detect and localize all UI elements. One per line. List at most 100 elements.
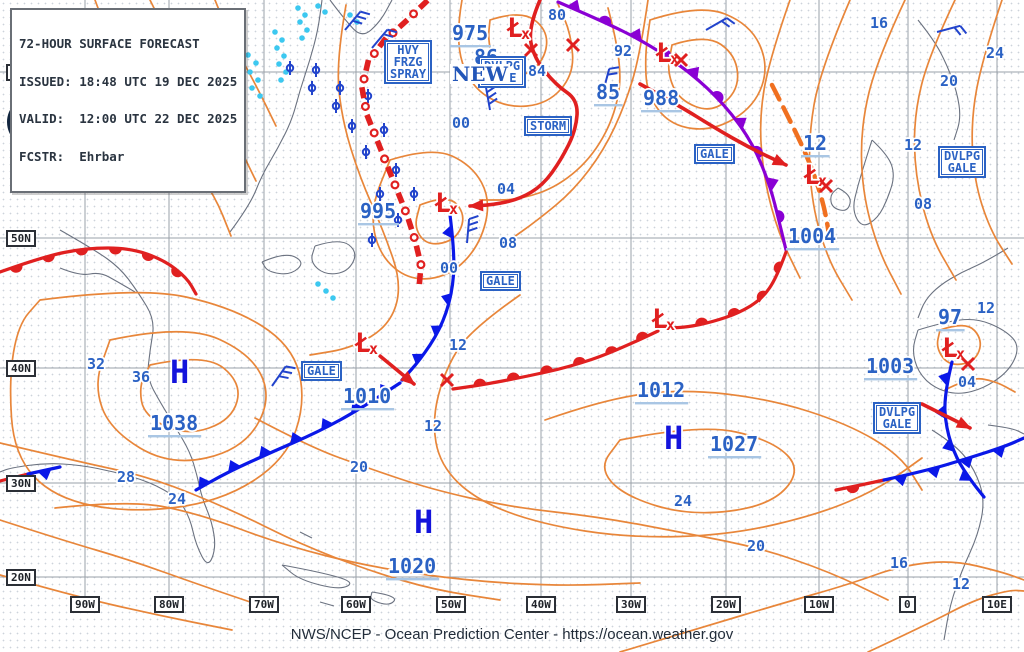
pressure-underline: [801, 155, 830, 158]
lon-label: 10W: [804, 596, 834, 613]
isobar: [867, 589, 1024, 652]
ice-edge-dot: [274, 45, 280, 51]
ice-edge-dot: [245, 52, 251, 58]
ice-edge-dot: [272, 29, 278, 35]
pressure-underline: [635, 402, 689, 405]
pressure-value-label: 1003: [866, 354, 914, 378]
cold-front-marker: [259, 445, 272, 458]
isobar: [667, 38, 739, 110]
isobar: [54, 502, 641, 586]
coastline: [830, 187, 851, 211]
pressure-value-label: 1027: [710, 432, 758, 456]
pressure-underline: [936, 329, 965, 332]
isobar: [9, 291, 303, 511]
low-symbol: Ł: [434, 188, 451, 219]
wind-barb-icon: [602, 66, 620, 93]
frz-spray-icon: [409, 187, 419, 201]
cold-front: [194, 381, 402, 492]
warm-front-marker: [507, 372, 520, 381]
isobar: [544, 390, 923, 491]
ice-edge-dot: [276, 61, 282, 67]
isobar: [913, 0, 957, 281]
x-position-marker: [565, 37, 581, 53]
coastline: [0, 229, 216, 564]
cold-front-marker: [958, 469, 972, 481]
warning-box: DVLPG GALE: [938, 146, 987, 178]
x-position-marker: [673, 52, 689, 68]
warm-front-marker: [171, 266, 183, 278]
cold-front-marker: [351, 401, 364, 414]
ice-edge-dot: [302, 12, 308, 18]
x-position-marker: [439, 372, 455, 388]
warm-front-marker: [41, 254, 55, 263]
lat-label: 50N: [6, 230, 36, 247]
frz-spray-icon: [391, 163, 401, 177]
coastline: [987, 424, 1024, 435]
pressure-underline: [358, 223, 399, 226]
pressure-value-label: 97: [938, 305, 962, 329]
warm-front-marker: [573, 356, 586, 366]
wind-barb-icon: [344, 10, 371, 31]
low-symbol: Ł: [803, 160, 820, 191]
isobar-value-label: 84: [528, 62, 546, 80]
warm-front: [451, 329, 660, 391]
isobar-value-label: 08: [499, 234, 517, 252]
isobar-value-label: 80: [548, 6, 566, 24]
wind-barb-icon: [371, 28, 398, 49]
low-symbol-x: x: [521, 25, 530, 43]
frz-spray-icon: [311, 63, 321, 77]
isobar-value-label: 08: [914, 195, 932, 213]
warm-front-marker: [773, 261, 783, 275]
warm-front-marker: [636, 331, 649, 342]
coastline: [853, 139, 894, 226]
isobar-value-label: 20: [940, 72, 958, 90]
cold-front-marker: [442, 224, 453, 239]
warm-front-marker: [658, 48, 671, 59]
pressure-value-label: 1010: [343, 384, 391, 408]
isobar-value-label: 20: [350, 458, 368, 476]
isobar-value-label: 12: [424, 417, 442, 435]
cold-front-marker: [926, 466, 941, 479]
lon-label: 10E: [982, 596, 1012, 613]
isobar: [971, 0, 1013, 265]
ice-edge-dot: [304, 27, 310, 33]
low-symbol-x: x: [666, 316, 675, 334]
wind-barb-icon: [705, 17, 736, 31]
pressure-value-label: 995: [360, 199, 396, 223]
frz-spray-icon: [347, 119, 357, 133]
ice-edge-dot: [278, 77, 284, 83]
warm-front-marker: [108, 248, 122, 255]
coastline: [261, 254, 302, 275]
warm-front-marker: [141, 252, 155, 261]
warm-front-marker: [540, 365, 554, 374]
ice-edge-dot: [257, 93, 263, 99]
isobar: [457, 0, 574, 108]
isobar: [0, 442, 501, 601]
wind-barb-icon: [936, 24, 968, 36]
isobar-value-label: 16: [870, 14, 888, 32]
x-position-marker: [960, 356, 976, 372]
isobar: [0, 519, 263, 607]
warm-front: [0, 246, 198, 296]
cold-front-marker: [198, 476, 211, 489]
isobar-value-label: 24: [674, 492, 692, 510]
trough-front: [769, 82, 833, 243]
lat-label: 30N: [6, 475, 36, 492]
chart-title: 72-HOUR SURFACE FORECAST: [19, 36, 200, 51]
pressure-underline: [386, 578, 440, 581]
cold-front-marker: [893, 474, 908, 487]
coastline: [370, 591, 396, 605]
cold-front-marker: [991, 446, 1006, 458]
warm-front-marker: [75, 247, 89, 256]
warm-front-marker: [712, 91, 724, 102]
ice-edge-dot: [295, 5, 301, 11]
warning-box: STORM: [524, 116, 573, 136]
isobar: [0, 574, 233, 631]
lon-label: 20W: [711, 596, 741, 613]
x-position-marker: [818, 178, 834, 194]
pressure-value-label: 988: [643, 86, 679, 110]
coastline: [917, 247, 1009, 319]
isobar-value-label: 24: [986, 44, 1004, 62]
